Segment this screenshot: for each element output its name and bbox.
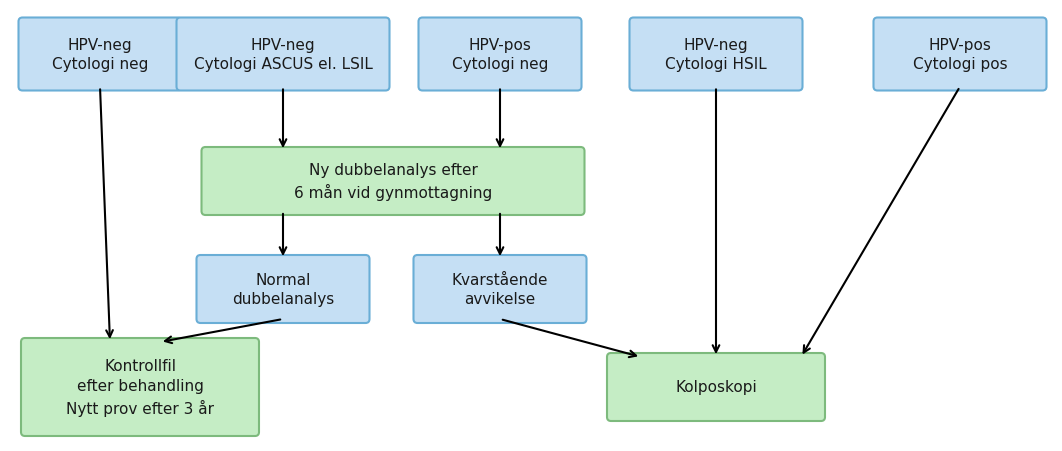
Text: Kontrollfil
efter behandling
Nytt prov efter 3 år: Kontrollfil efter behandling Nytt prov e… xyxy=(66,359,215,416)
Text: HPV-pos
Cytologi neg: HPV-pos Cytologi neg xyxy=(451,37,548,72)
Text: Kvarstående
avvikelse: Kvarstående avvikelse xyxy=(451,272,548,307)
FancyBboxPatch shape xyxy=(18,18,182,91)
Text: Ny dubbelanalys efter
6 mån vid gynmottagning: Ny dubbelanalys efter 6 mån vid gynmotta… xyxy=(294,163,492,200)
FancyBboxPatch shape xyxy=(630,18,803,91)
FancyBboxPatch shape xyxy=(196,255,370,323)
FancyBboxPatch shape xyxy=(607,353,825,421)
FancyBboxPatch shape xyxy=(413,255,586,323)
FancyBboxPatch shape xyxy=(21,338,259,436)
FancyBboxPatch shape xyxy=(176,18,390,91)
Text: HPV-neg
Cytologi ASCUS el. LSIL: HPV-neg Cytologi ASCUS el. LSIL xyxy=(193,37,373,72)
FancyBboxPatch shape xyxy=(418,18,582,91)
Text: HPV-pos
Cytologi pos: HPV-pos Cytologi pos xyxy=(912,37,1008,72)
Text: HPV-neg
Cytologi HSIL: HPV-neg Cytologi HSIL xyxy=(665,37,767,72)
Text: Kolposkopi: Kolposkopi xyxy=(675,380,757,395)
Text: HPV-neg
Cytologi neg: HPV-neg Cytologi neg xyxy=(52,37,149,72)
FancyBboxPatch shape xyxy=(874,18,1046,91)
Text: Normal
dubbelanalys: Normal dubbelanalys xyxy=(232,272,335,307)
FancyBboxPatch shape xyxy=(202,147,584,216)
